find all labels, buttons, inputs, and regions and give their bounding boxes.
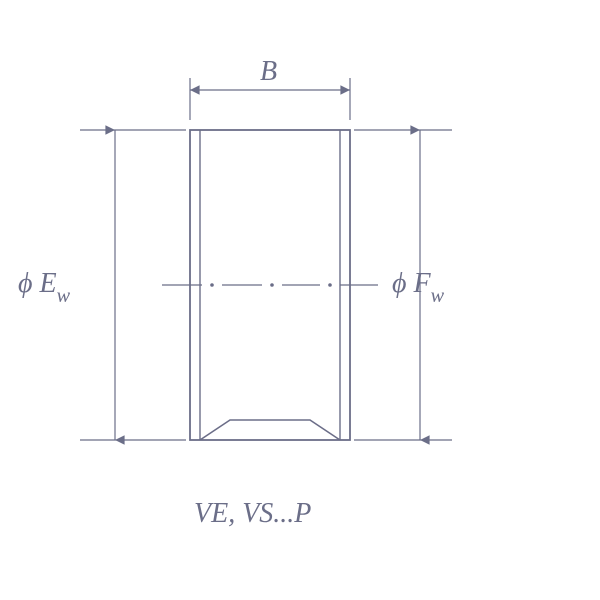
- centerline: [162, 284, 378, 286]
- bushing-outline: [190, 130, 350, 440]
- label-Ew: ϕ Ew: [18, 268, 70, 305]
- diagram-canvas: B ϕ Ew ϕ Fw VE, VS...P: [0, 0, 600, 600]
- diagram-title: VE, VS...P: [194, 498, 311, 530]
- label-B: B: [260, 56, 277, 88]
- label-Fw: ϕ Fw: [392, 268, 444, 305]
